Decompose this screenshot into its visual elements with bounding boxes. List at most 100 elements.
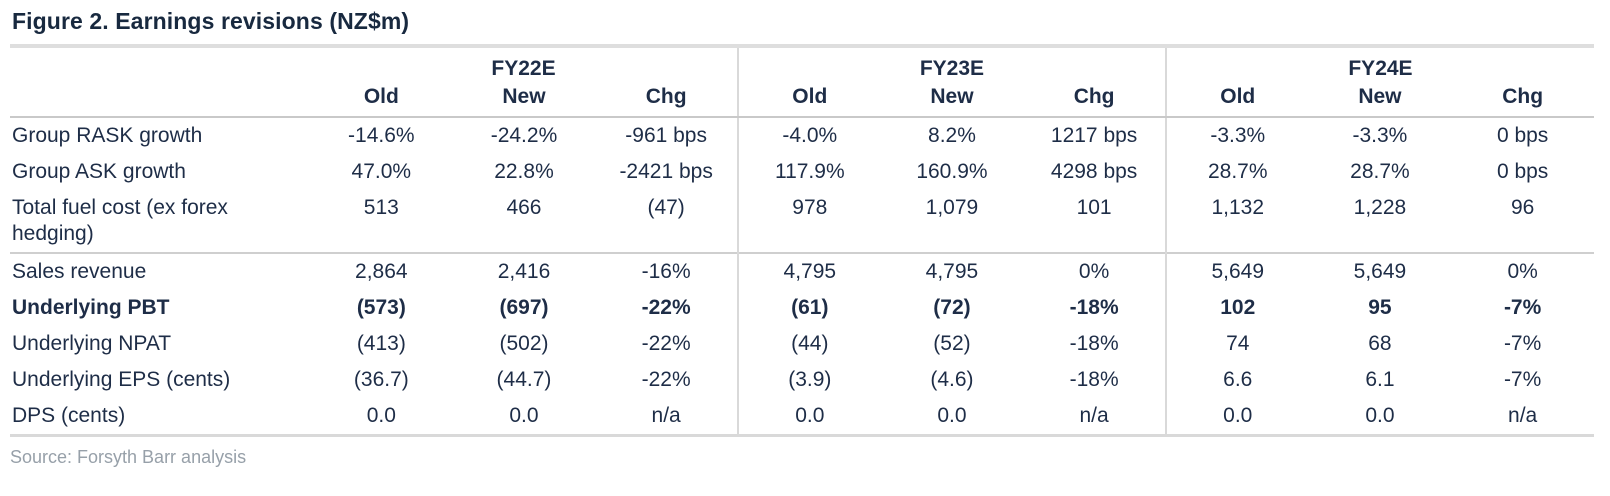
table-cell: (52) — [933, 332, 971, 355]
table-row: Underlying EPS (cents) (36.7) (44.7) -22… — [10, 362, 1594, 398]
table-cell: 4,795 — [736, 252, 881, 290]
table-cell: 466 — [506, 196, 542, 219]
row-label: Underlying EPS (cents) — [12, 368, 231, 391]
table-cell: 8.2% — [928, 124, 976, 147]
table-cell: (697) — [499, 296, 549, 319]
earnings-revisions-figure: Figure 2. Earnings revisions (NZ$m) FY22… — [10, 8, 1594, 467]
table-cell: 95 — [1368, 296, 1392, 319]
table-cell: n/a — [1079, 404, 1109, 427]
table-cell: (44) — [736, 326, 881, 362]
table-cell: -18% — [1069, 368, 1119, 391]
table-cell: -22% — [641, 296, 691, 319]
corner-cell — [10, 83, 310, 118]
table-cell: 160.9% — [916, 160, 988, 183]
row-label: Underlying NPAT — [12, 332, 172, 355]
table-cell: -22% — [641, 332, 691, 355]
table-cell: 101 — [1076, 196, 1112, 219]
table-row: Sales revenue 2,864 2,416 -16% 4,795 4,7… — [10, 252, 1594, 290]
table-cell: 68 — [1368, 332, 1392, 355]
table-row: Underlying PBT (573) (697) -22% (61) (72… — [10, 290, 1594, 326]
table-row: DPS (cents) 0.0 0.0 n/a 0.0 0.0 n/a 0.0 … — [10, 398, 1594, 436]
group-header-fy23e: FY23E — [736, 46, 1166, 83]
table-cell: -4.0% — [736, 117, 881, 154]
table-cell: (4.6) — [930, 368, 974, 391]
col-header-new: New — [452, 83, 596, 118]
earnings-revisions-table: FY22E FY23E FY24E Old New Chg Old New Ch… — [10, 44, 1594, 437]
table-cell: 0 bps — [1496, 160, 1549, 183]
table-cell: 1217 bps — [1050, 124, 1138, 147]
table-row: Group ASK growth 47.0% 22.8% -2421 bps 1… — [10, 154, 1594, 190]
table-cell: n/a — [651, 404, 681, 427]
table-cell: -18% — [1069, 296, 1119, 319]
col-header-chg: Chg — [595, 83, 738, 118]
col-header-old: Old — [736, 83, 881, 118]
table-cell: -7% — [1503, 368, 1542, 391]
col-header-new: New — [1308, 83, 1452, 118]
table-cell: -24.2% — [490, 124, 558, 147]
col-header-old: Old — [310, 83, 453, 118]
table-cell: -7% — [1503, 296, 1542, 319]
table-cell: 47.0% — [351, 160, 412, 183]
table-cell: 1,079 — [925, 196, 979, 219]
row-label: Underlying PBT — [12, 296, 170, 319]
table-cell: 4298 bps — [1050, 160, 1138, 183]
table-cell: 0% — [1023, 252, 1166, 290]
table-cell: -961 bps — [625, 124, 707, 147]
table-row: Total fuel cost (ex forex hedging) 513 4… — [10, 190, 1594, 253]
table-cell: 0.0 — [937, 404, 967, 427]
table-cell: 117.9% — [736, 154, 881, 190]
table-cell: (47) — [647, 196, 685, 219]
col-header-new: New — [880, 83, 1024, 118]
col-header-old: Old — [1164, 83, 1309, 118]
table-cell: 74 — [1164, 326, 1309, 362]
table-cell: -3.3% — [1164, 117, 1309, 154]
table-row: Underlying NPAT (413) (502) -22% (44) (5… — [10, 326, 1594, 362]
figure-title: Figure 2. Earnings revisions (NZ$m) — [12, 8, 410, 34]
corner-cell — [10, 46, 310, 83]
table-cell: (3.9) — [736, 362, 881, 398]
table-cell: 1,228 — [1353, 196, 1407, 219]
table-cell: 22.8% — [494, 160, 554, 183]
table-cell: 0 bps — [1496, 124, 1549, 147]
table-cell: -22% — [641, 368, 691, 391]
table-cell: 1,132 — [1164, 190, 1309, 253]
row-label: Total fuel cost (ex forex hedging) — [12, 196, 228, 245]
table-row: Group RASK growth -14.6% -24.2% -961 bps… — [10, 117, 1594, 154]
row-label: Sales revenue — [10, 252, 310, 290]
table-cell: 2,864 — [310, 252, 453, 290]
row-label: Group ASK growth — [12, 160, 186, 183]
table-cell: (413) — [356, 332, 406, 355]
table-cell: n/a — [1508, 404, 1538, 427]
table-cell: 28.7% — [1350, 160, 1410, 183]
table-cell: (573) — [356, 296, 406, 319]
year-group-header-row: FY22E FY23E FY24E — [10, 46, 1594, 83]
table-cell: -18% — [1069, 332, 1119, 355]
table-cell: 0% — [1451, 252, 1594, 290]
table-cell: 0.0 — [366, 404, 396, 427]
table-cell: 513 — [363, 196, 399, 219]
table-cell: 96 — [1510, 196, 1535, 219]
source-note: Source: Forsyth Barr analysis — [10, 447, 247, 467]
table-cell: -2421 bps — [619, 160, 713, 183]
table-cell: 102 — [1164, 290, 1309, 326]
table-cell: 978 — [736, 190, 881, 253]
table-cell: (44.7) — [496, 368, 552, 391]
table-cell: -14.6% — [348, 124, 415, 147]
column-header-row: Old New Chg Old New Chg Old New Chg — [10, 83, 1594, 118]
table-cell: 6.6 — [1164, 362, 1309, 398]
table-cell: 6.1 — [1365, 368, 1395, 391]
table-cell: -16% — [595, 252, 738, 290]
table-cell: 28.7% — [1164, 154, 1309, 190]
table-cell: (36.7) — [353, 368, 409, 391]
table-cell: -3.3% — [1352, 124, 1408, 147]
group-header-fy22e: FY22E — [491, 57, 556, 80]
group-header-fy24e: FY24E — [1164, 46, 1594, 83]
table-cell: -7% — [1503, 332, 1542, 355]
table-cell: 5,649 — [1164, 252, 1309, 290]
table-cell: 0.0 — [1365, 404, 1395, 427]
table-cell: 0.0 — [509, 404, 539, 427]
table-cell: (502) — [499, 332, 549, 355]
table-cell: 0.0 — [736, 398, 881, 436]
table-cell: 2,416 — [452, 252, 596, 290]
row-label: DPS (cents) — [12, 404, 126, 427]
